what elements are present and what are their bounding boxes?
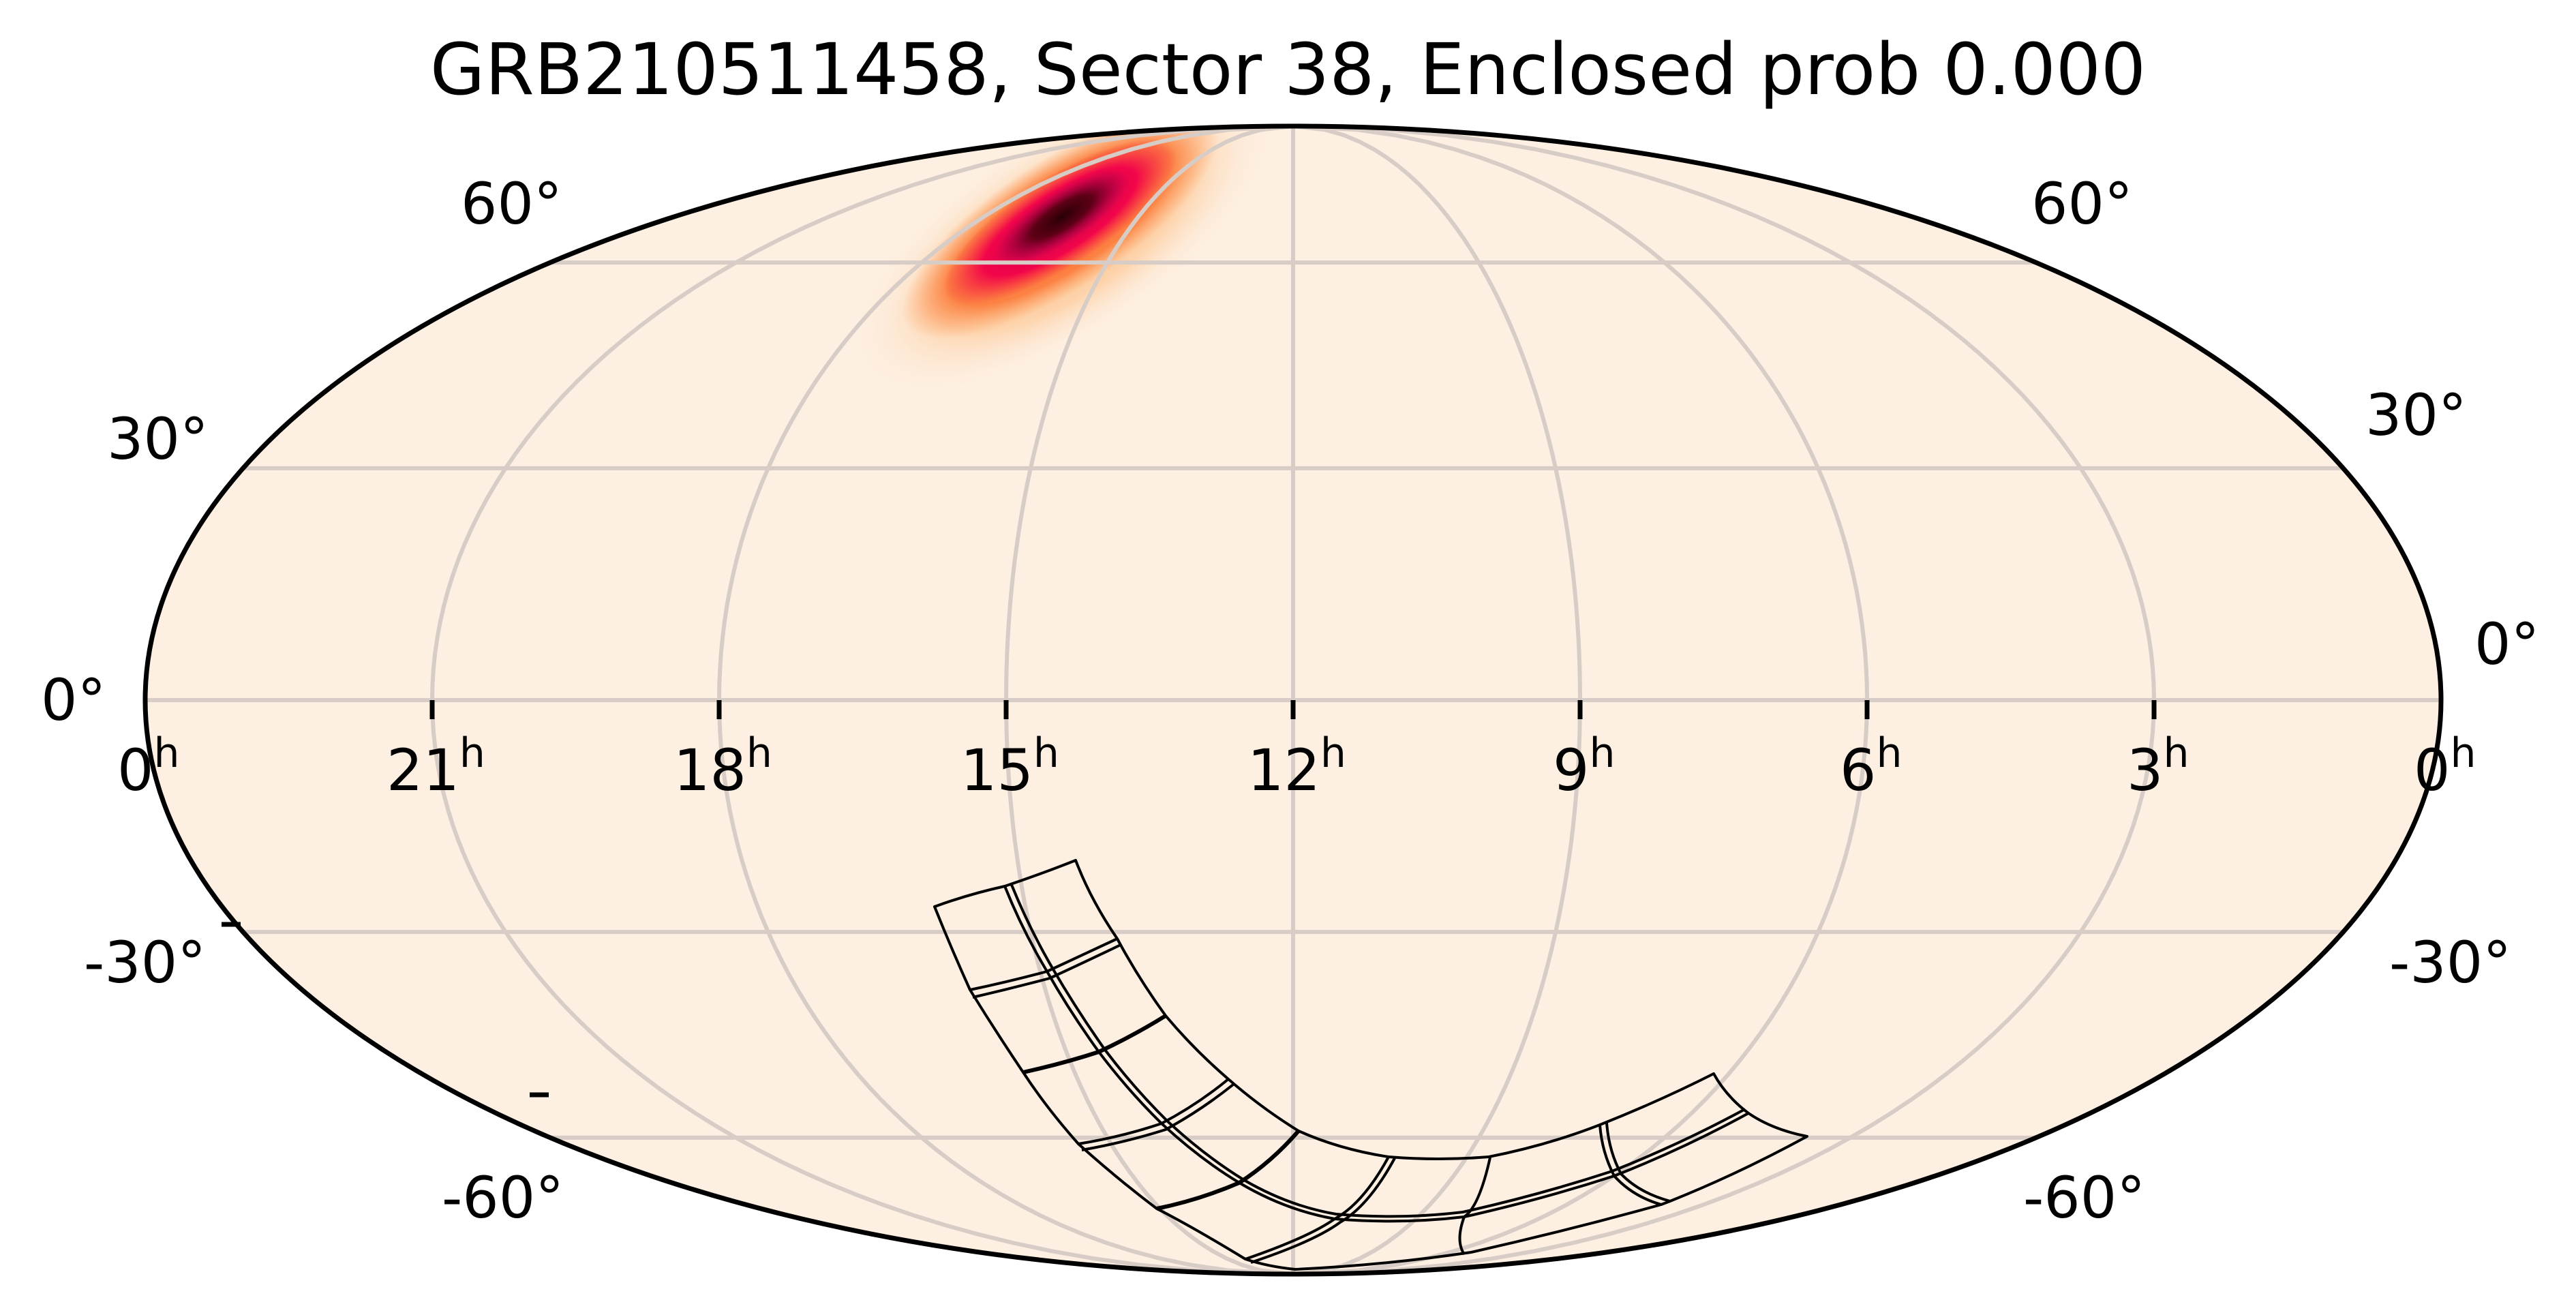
dec-label-left-0: 0° [41, 667, 106, 734]
probability-heatmap [850, 126, 1277, 394]
footprint-outline-left-column [933, 859, 1808, 1271]
dec-label-left-minus60: -60° [442, 1164, 564, 1231]
dec-label-left-60: 60° [461, 170, 562, 237]
dec-label-right-minus30: -30° [2389, 929, 2512, 996]
ra-ticks [429, 700, 2157, 719]
dec-label-right-30: 30° [2365, 382, 2467, 449]
ra-label-18h: 18h [673, 729, 772, 804]
ra-label-9h: 9h [1553, 729, 1616, 804]
dec-label-left-30: 30° [107, 406, 209, 472]
ra-label-0h-left: 0h [117, 729, 180, 804]
dec-label-left-minus30: -30° [84, 929, 207, 996]
sector-footprint-tiles [933, 859, 1808, 1271]
ra-label-0h-right: 0h [2414, 729, 2476, 804]
dec-label-right-0: 0° [2474, 611, 2540, 678]
chart-title: GRB210511458, Sector 38, Enclosed prob 0… [429, 28, 2147, 111]
sky-outline [142, 123, 2444, 1277]
dec-label-right-minus60: -60° [2023, 1164, 2146, 1231]
ra-label-12h: 12h [1247, 729, 1346, 804]
ra-label-3h: 3h [2127, 729, 2189, 804]
ra-label-15h: 15h [960, 729, 1059, 804]
ra-label-6h: 6h [1840, 729, 1903, 804]
dec-label-right-60: 60° [2031, 170, 2133, 237]
ra-label-21h: 21h [387, 729, 485, 804]
